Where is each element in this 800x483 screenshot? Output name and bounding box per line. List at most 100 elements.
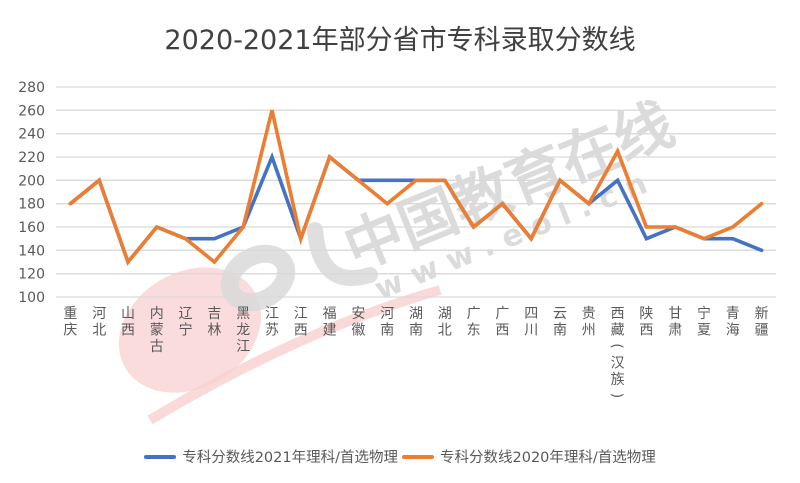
svg-text:西: 西 [611,306,625,322]
y-tick-label: 160 [18,220,45,236]
svg-text:北: 北 [438,323,452,339]
x-tick-label: 内蒙古 [150,306,164,355]
svg-text:河: 河 [92,306,106,322]
svg-text:西: 西 [639,323,653,339]
svg-text:湖: 湖 [409,306,423,322]
svg-text:蒙: 蒙 [150,323,164,339]
svg-text:甘: 甘 [668,306,682,322]
x-tick-label: 陕西 [639,306,653,339]
svg-text:重: 重 [63,306,77,322]
svg-text:吉: 吉 [207,306,221,322]
x-tick-label: 湖南 [409,306,423,339]
svg-text:西: 西 [121,323,135,339]
x-tick-label: 西藏 (汉族) [609,306,625,398]
svg-text:): ) [609,393,625,398]
x-tick-label: 湖北 [438,306,452,339]
x-tick-label: 江西 [294,306,308,339]
y-axis: 100 120 140 160 180 200 220 240 260 280 [18,80,45,306]
svg-text:湖: 湖 [438,306,452,322]
svg-text:宁: 宁 [697,305,711,322]
svg-text:林: 林 [207,323,221,339]
x-tick-label: 江苏 [265,306,279,339]
x-tick-label: 福建 [323,306,337,339]
svg-text:汉: 汉 [611,356,625,372]
svg-text:四: 四 [524,306,538,322]
svg-text:福: 福 [323,306,337,322]
svg-text:江: 江 [236,339,250,355]
svg-text:广: 广 [467,306,481,322]
legend-item-2021[interactable]: 专科分数线2021年理科/首选物理 [144,446,398,467]
x-tick-label: 新疆 [755,306,769,339]
svg-text:山: 山 [121,306,135,322]
x-tick-label: 贵州 [582,306,596,339]
svg-text:北: 北 [92,323,106,339]
svg-text:内: 内 [150,306,164,322]
x-axis: 重庆河北山西内蒙古辽宁吉林黑龙江江苏江西福建安徽河南湖南湖北广东广西四川云南贵州… [63,305,768,398]
svg-text:青: 青 [726,306,740,322]
x-tick-label: 广西 [495,306,509,339]
svg-text:南: 南 [409,323,423,339]
svg-text:夏: 夏 [697,323,711,339]
svg-text:庆: 庆 [63,323,77,339]
x-tick-label: 宁夏 [697,305,711,339]
svg-text:西: 西 [294,323,308,339]
y-tick-label: 240 [18,127,45,143]
svg-text:江: 江 [265,306,279,322]
svg-text:河: 河 [380,306,394,322]
legend-swatch-2020 [402,454,434,459]
x-tick-label: 云南 [553,306,567,339]
chart-title: 2020-2021年部分省市专科录取分数线 [164,25,636,56]
y-tick-label: 180 [18,197,45,213]
x-tick-label: 四川 [524,306,538,339]
x-tick-label: 青海 [726,306,740,339]
legend-swatch-2021 [144,454,177,459]
series-lines [68,109,764,266]
svg-text:肃: 肃 [668,323,682,339]
svg-text:南: 南 [553,323,567,339]
x-tick-label: 甘肃 [668,306,682,339]
svg-text:江: 江 [294,306,308,322]
legend-item-2020[interactable]: 专科分数线2020年理科/首选物理 [402,446,656,467]
svg-text:宁: 宁 [179,322,193,339]
gridlines [56,86,776,298]
y-tick-label: 100 [18,290,45,306]
svg-text:西: 西 [495,323,509,339]
svg-text:黑: 黑 [236,306,250,322]
legend: 专科分数线2021年理科/首选物理 专科分数线2020年理科/首选物理 [0,446,800,467]
x-tick-label: 广东 [467,306,481,339]
svg-text:广: 广 [495,306,509,322]
x-tick-label: 安徽 [351,306,365,339]
svg-text:南: 南 [380,323,394,339]
svg-text:龙: 龙 [236,323,250,339]
series-line-2020[interactable] [68,109,764,266]
x-tick-label: 吉林 [207,306,221,339]
svg-text:陕: 陕 [639,306,653,322]
y-tick-label: 200 [18,173,45,189]
svg-text:苏: 苏 [265,323,279,339]
svg-text:川: 川 [524,323,538,339]
svg-text:古: 古 [150,339,164,355]
svg-text:州: 州 [582,323,596,339]
x-tick-label: 重庆 [63,306,77,339]
svg-text:东: 东 [467,323,481,339]
svg-text:辽: 辽 [179,306,193,322]
y-tick-label: 280 [18,80,45,96]
y-tick-label: 120 [18,267,45,283]
y-tick-label: 140 [18,243,45,259]
x-tick-label: 辽宁 [179,306,193,339]
svg-text:建: 建 [323,323,337,339]
x-tick-label: 河南 [380,306,394,339]
svg-text:贵: 贵 [582,306,596,322]
legend-label-2021: 专科分数线2021年理科/首选物理 [182,450,398,466]
svg-text:新: 新 [755,306,769,322]
svg-text:云: 云 [553,306,567,322]
x-tick-label: 山西 [121,306,135,339]
y-tick-label: 220 [18,150,45,166]
svg-text:(: ( [609,343,625,348]
y-tick-label: 260 [18,103,45,119]
x-tick-label: 黑龙江 [236,306,250,355]
svg-text:藏: 藏 [611,323,625,339]
x-tick-label: 河北 [92,306,106,339]
